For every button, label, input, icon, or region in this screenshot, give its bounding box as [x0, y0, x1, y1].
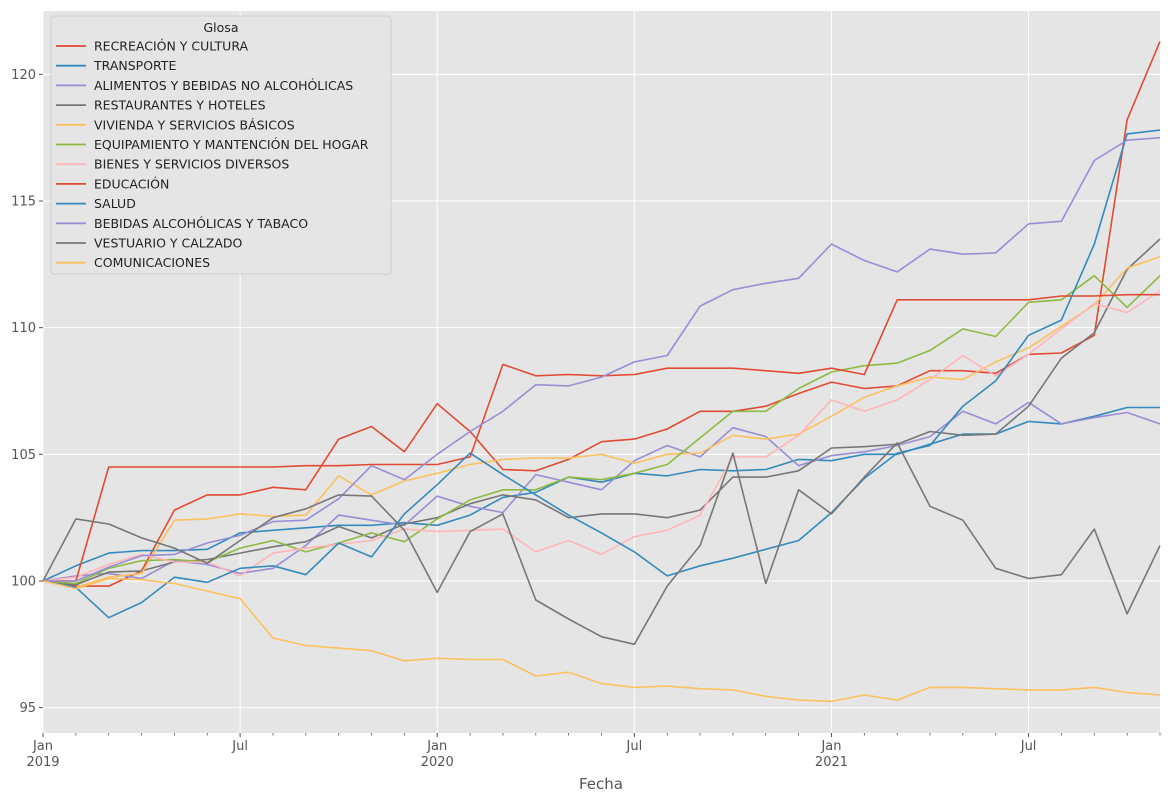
- x-tick-label: Jul: [1020, 739, 1037, 754]
- x-tick-label: Jan: [426, 739, 447, 754]
- series-lines: [42, 41, 1161, 703]
- series-line-vestuario-y-calzado: [42, 442, 1161, 646]
- legend-label: ALIMENTOS Y BEBIDAS NO ALCOHÓLICAS: [94, 78, 353, 93]
- x-tick-year-label: 2020: [421, 755, 454, 770]
- x-tick-label: Jul: [231, 739, 248, 754]
- series-line-vivienda-y-servicios-basicos: [42, 255, 1161, 589]
- y-tick-label: 105: [11, 448, 36, 463]
- legend-label: VESTUARIO Y CALZADO: [94, 236, 242, 251]
- series-line-equipamiento-y-mantencion-del-hogar: [42, 274, 1161, 585]
- legend-label: BIENES Y SERVICIOS DIVERSOS: [94, 157, 289, 172]
- x-tick-year-label: 2021: [815, 755, 848, 770]
- y-tick-label: 115: [11, 195, 36, 210]
- legend-label: BEBIDAS ALCOHÓLICAS Y TABACO: [94, 216, 308, 231]
- x-tick-label: Jan: [32, 739, 53, 754]
- y-tick-label: 95: [19, 701, 36, 716]
- series-line-bienes-y-servicios-diversos: [42, 290, 1161, 582]
- series-line-recreacion-y-cultura: [42, 41, 1161, 587]
- x-tick-year-label: 2019: [26, 755, 59, 770]
- legend-label: SALUD: [94, 196, 136, 211]
- series-line-comunicaciones: [42, 577, 1161, 703]
- series-line-salud: [42, 129, 1161, 619]
- legend-label: RESTAURANTES Y HOTELES: [94, 98, 266, 113]
- y-tick-label: 100: [11, 575, 36, 590]
- legend-title: Glosa: [204, 20, 239, 35]
- legend-label: COMUNICACIONES: [94, 255, 210, 270]
- series-line-educacion: [43, 293, 1160, 582]
- legend-label: VIVIENDA Y SERVICIOS BÁSICOS: [94, 117, 295, 132]
- x-tick-label: Jan: [820, 739, 841, 754]
- y-tick-label: 110: [11, 321, 36, 336]
- legend-box: [50, 15, 392, 275]
- legend-label: RECREACIÓN Y CULTURA: [94, 39, 248, 54]
- x-tick-label: Jul: [626, 739, 643, 754]
- legend-label: EDUCACIÓN: [94, 176, 169, 191]
- y-tick-label: 120: [11, 68, 36, 83]
- legend: Glosa RECREACIÓN Y CULTURA TRANSPORTE ALIM…: [50, 15, 392, 275]
- legend-label: EQUIPAMIENTO Y MANTENCIÓN DEL HOGAR: [94, 137, 369, 152]
- legend-label: TRANSPORTE: [93, 58, 176, 73]
- x-axis-label: Fecha: [579, 775, 623, 793]
- series-line-bebidas-alcoholicas-y-tabaco: [43, 136, 1161, 582]
- series-line-restaurantes-y-hoteles: [42, 238, 1161, 586]
